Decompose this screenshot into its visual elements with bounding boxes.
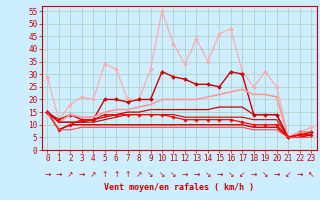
Text: →: → bbox=[44, 170, 51, 179]
Text: →: → bbox=[274, 170, 280, 179]
Text: ↙: ↙ bbox=[285, 170, 291, 179]
Text: ↙: ↙ bbox=[239, 170, 245, 179]
Text: →: → bbox=[296, 170, 303, 179]
Text: ↘: ↘ bbox=[228, 170, 234, 179]
Text: ↗: ↗ bbox=[67, 170, 74, 179]
Text: →: → bbox=[193, 170, 200, 179]
Text: →: → bbox=[251, 170, 257, 179]
Text: ↑: ↑ bbox=[101, 170, 108, 179]
Text: →: → bbox=[182, 170, 188, 179]
Text: ↘: ↘ bbox=[147, 170, 154, 179]
Text: ↑: ↑ bbox=[113, 170, 119, 179]
Text: ↘: ↘ bbox=[170, 170, 177, 179]
Text: →: → bbox=[216, 170, 222, 179]
Text: ↘: ↘ bbox=[205, 170, 211, 179]
Text: ↘: ↘ bbox=[262, 170, 268, 179]
Text: ↖: ↖ bbox=[308, 170, 314, 179]
Text: ↘: ↘ bbox=[159, 170, 165, 179]
X-axis label: Vent moyen/en rafales ( km/h ): Vent moyen/en rafales ( km/h ) bbox=[104, 183, 254, 192]
Text: ↗: ↗ bbox=[136, 170, 142, 179]
Text: →: → bbox=[56, 170, 62, 179]
Text: ↗: ↗ bbox=[90, 170, 96, 179]
Text: →: → bbox=[78, 170, 85, 179]
Text: ↑: ↑ bbox=[124, 170, 131, 179]
